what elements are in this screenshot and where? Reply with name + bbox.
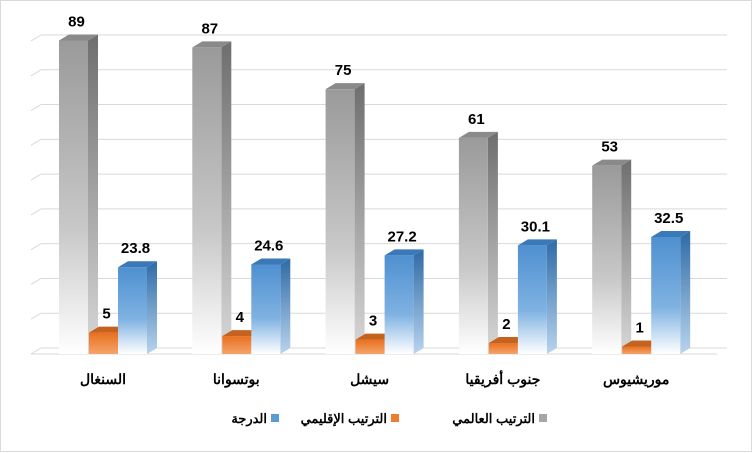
bar-2-2 <box>384 249 424 354</box>
data-label: 61 <box>468 111 485 128</box>
bar-top <box>592 159 632 166</box>
data-label: 3 <box>369 313 377 330</box>
bar-top <box>651 230 691 237</box>
category-labels: السنغال بوتسوانا سيشل جنوب أفريقيا موريشيوس <box>80 369 669 388</box>
bar-front <box>355 339 385 354</box>
bar-front <box>517 245 547 354</box>
bar-top <box>517 239 557 246</box>
gridline-diag <box>30 347 42 355</box>
legend-swatch <box>539 414 547 422</box>
data-label: 24.6 <box>254 237 283 254</box>
bar-0-3 <box>458 131 498 354</box>
bar-front <box>118 267 147 354</box>
bar-side <box>221 41 232 354</box>
bar-front <box>651 236 681 354</box>
bars <box>59 34 691 355</box>
legend-label: الترتيب العالمي <box>452 411 535 427</box>
legend-item-0: الترتيب العالمي <box>452 411 547 427</box>
category-label: جنوب أفريقيا <box>465 369 540 388</box>
data-label: 30.1 <box>521 218 550 235</box>
gridline-diag <box>30 278 42 285</box>
bar-side <box>88 34 98 354</box>
bar-top <box>192 41 232 48</box>
bar-2-1 <box>251 258 291 354</box>
data-label: 4 <box>236 309 245 326</box>
bar-front <box>222 336 252 354</box>
data-label: 2 <box>502 316 510 333</box>
data-label: 1 <box>636 320 644 337</box>
legend-item-1: الترتيب الإقليمي <box>301 411 399 427</box>
data-label: 5 <box>102 306 110 323</box>
legend-swatch <box>391 414 399 422</box>
bar-2-3 <box>517 239 557 354</box>
bar-0-2 <box>325 83 365 355</box>
category-label: موريشيوس <box>603 371 669 388</box>
bar-side <box>147 261 157 354</box>
gridline-diag <box>30 34 42 42</box>
bar-0-0 <box>59 34 98 354</box>
data-label: 23.8 <box>121 240 150 257</box>
bar-front <box>458 137 488 354</box>
gridline-diag <box>30 69 42 77</box>
data-label: 75 <box>335 62 352 79</box>
bar-front <box>89 332 118 354</box>
bar-side <box>621 159 632 354</box>
bar-top <box>251 258 291 265</box>
bar-side <box>354 83 365 355</box>
data-label: 53 <box>601 139 618 156</box>
bar-top <box>384 249 424 256</box>
gridline-diag <box>30 173 42 181</box>
data-label: 32.5 <box>654 210 683 227</box>
bar-2-0 <box>118 261 157 354</box>
category-label: السنغال <box>80 371 126 387</box>
bar-side <box>546 239 557 354</box>
legend-label: الدرجة <box>231 411 267 427</box>
bar-side <box>280 258 291 354</box>
category-label: بوتسوانا <box>213 371 260 388</box>
bar-top <box>325 83 365 90</box>
gridline-diag <box>30 208 42 216</box>
data-label: 89 <box>68 13 85 30</box>
data-labels: 89 5 23.8 87 4 24.6 75 3 27.2 61 2 30.1 53 1 32.5 <box>68 13 683 336</box>
bar-side <box>413 249 424 354</box>
bar-front <box>192 47 222 354</box>
gridline-diag <box>30 243 42 251</box>
legend-swatch <box>271 414 279 422</box>
bar-front <box>384 255 414 354</box>
legend: الترتيب العالمي الترتيب الإقليمي الدرجة <box>231 411 547 427</box>
bar-front <box>592 165 622 354</box>
data-label: 87 <box>201 20 218 37</box>
bar-top <box>458 131 498 138</box>
bar-0-1 <box>192 41 232 354</box>
category-label: سيشل <box>350 371 389 387</box>
gridline-diag <box>30 138 42 146</box>
bar-top <box>59 34 98 41</box>
legend-label: الترتيب الإقليمي <box>301 411 387 427</box>
gridline-diag <box>30 104 42 111</box>
bar-front <box>488 343 518 354</box>
bar-2-4 <box>651 230 691 354</box>
legend-item-2: الدرجة <box>231 411 279 427</box>
bar-top <box>118 261 157 268</box>
gridline-diag <box>30 312 42 320</box>
bar-side <box>680 230 691 354</box>
data-label: 27.2 <box>387 228 416 245</box>
bar-front <box>622 346 652 354</box>
bar-front <box>251 264 281 354</box>
bar-side <box>487 131 498 354</box>
bar-front <box>325 89 355 355</box>
bar-0-4 <box>592 159 632 354</box>
bar-front <box>59 40 88 354</box>
